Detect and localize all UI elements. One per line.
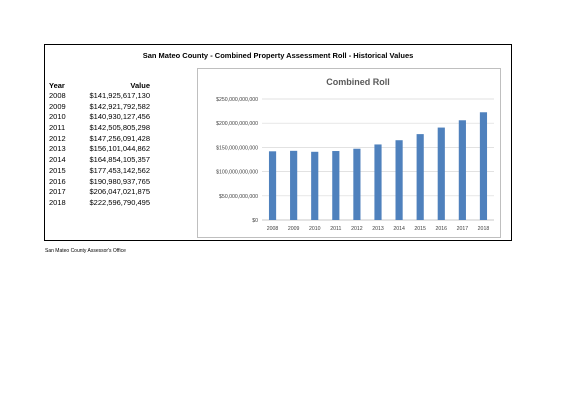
x-tick-label: 2009: [288, 226, 300, 232]
bar-2011: [332, 151, 340, 220]
year-cell: 2012: [49, 133, 66, 143]
table-row: 2016 $190,980,937,765: [49, 177, 150, 188]
x-tick-label: 2008: [267, 226, 279, 232]
table-row: 2009 $142,921,792,582: [49, 102, 150, 113]
value-cell: $147,256,091,428: [89, 133, 150, 143]
value-cell: $142,505,805,298: [89, 123, 150, 133]
y-tick-label: $250,000,000,000: [216, 97, 258, 103]
value-cell: $222,596,790,495: [89, 197, 150, 207]
bar-2012: [353, 148, 361, 220]
footer-note: San Mateo County Assessor's Office: [45, 248, 126, 254]
table-row: 2012 $147,256,091,428: [49, 134, 150, 145]
year-cell: 2014: [49, 155, 66, 165]
year-header: Year: [49, 81, 65, 90]
year-cell: 2010: [49, 112, 66, 122]
table-row: 2010 $140,930,127,456: [49, 112, 150, 123]
x-tick-label: 2010: [309, 226, 321, 232]
x-tick-label: 2013: [372, 226, 384, 232]
y-tick-label: $100,000,000,000: [216, 170, 258, 176]
value-cell: $206,047,021,875: [89, 187, 150, 197]
value-cell: $177,453,142,562: [89, 165, 150, 175]
value-cell: $141,925,617,130: [89, 91, 150, 100]
table-row: 2008 $141,925,617,130: [49, 91, 150, 102]
table-row: 2015 $177,453,142,562: [49, 166, 150, 177]
bar-2010: [311, 151, 319, 220]
table-row: 2018 $222,596,790,495: [49, 198, 150, 209]
table-body: 2008 $141,925,617,130 2009 $142,921,792,582…: [49, 91, 150, 209]
value-cell: $190,980,937,765: [89, 176, 150, 186]
chart-container: Combined Roll $0 $50,000,000,000 $100,000,0…: [197, 68, 501, 238]
table-row: 2017 $206,047,021,875: [49, 187, 150, 198]
value-cell: $164,854,105,357: [89, 155, 150, 165]
value-header: Value: [130, 81, 150, 90]
table-row: 2013 $156,101,044,862: [49, 144, 150, 155]
report-frame: San Mateo County - Combined Property Ass…: [44, 44, 512, 241]
table-row: 2011 $142,505,805,298: [49, 123, 150, 134]
x-tick-label: 2012: [351, 226, 363, 232]
bar-2008: [268, 151, 277, 220]
year-cell: 2013: [49, 144, 66, 154]
year-cell: 2015: [49, 165, 66, 175]
y-tick-label: $200,000,000,000: [216, 121, 258, 127]
bar-2015: [416, 134, 424, 220]
x-tick-label: 2018: [478, 226, 490, 232]
year-cell: 2009: [49, 101, 66, 111]
bar-2018: [479, 112, 488, 220]
table-header: Year Value: [49, 81, 150, 91]
data-table: Year Value 2008 $141,925,617,130 2009 $142,…: [49, 81, 150, 209]
x-tick-label: 2015: [414, 226, 426, 232]
value-cell: $156,101,044,862: [89, 144, 150, 154]
year-cell: 2008: [49, 91, 66, 100]
x-tick-label: 2016: [435, 226, 447, 232]
value-cell: $140,930,127,456: [89, 112, 150, 122]
y-tick-label: $0: [252, 218, 258, 224]
year-cell: 2017: [49, 187, 66, 197]
x-tick-label: 2011: [330, 226, 341, 232]
page-title: San Mateo County - Combined Property Ass…: [142, 51, 414, 60]
bar-2013: [374, 144, 382, 220]
y-tick-label: $50,000,000,000: [219, 194, 258, 200]
bar-chart: Combined Roll $0 $50,000,000,000 $100,000,0…: [216, 77, 494, 232]
year-cell: 2011: [49, 123, 66, 133]
bar-2014: [395, 140, 403, 220]
bar-2016: [437, 127, 445, 220]
year-cell: 2018: [49, 197, 66, 207]
x-tick-label: 2014: [393, 226, 405, 232]
year-cell: 2016: [49, 176, 66, 186]
y-tick-label: $150,000,000,000: [216, 145, 258, 151]
chart-title: Combined Roll: [326, 77, 390, 87]
value-cell: $142,921,792,582: [89, 101, 150, 111]
bar-2017: [458, 120, 466, 220]
table-row: 2014 $164,854,105,357: [49, 155, 150, 166]
bar-2009: [290, 150, 298, 220]
x-tick-label: 2017: [457, 226, 469, 232]
